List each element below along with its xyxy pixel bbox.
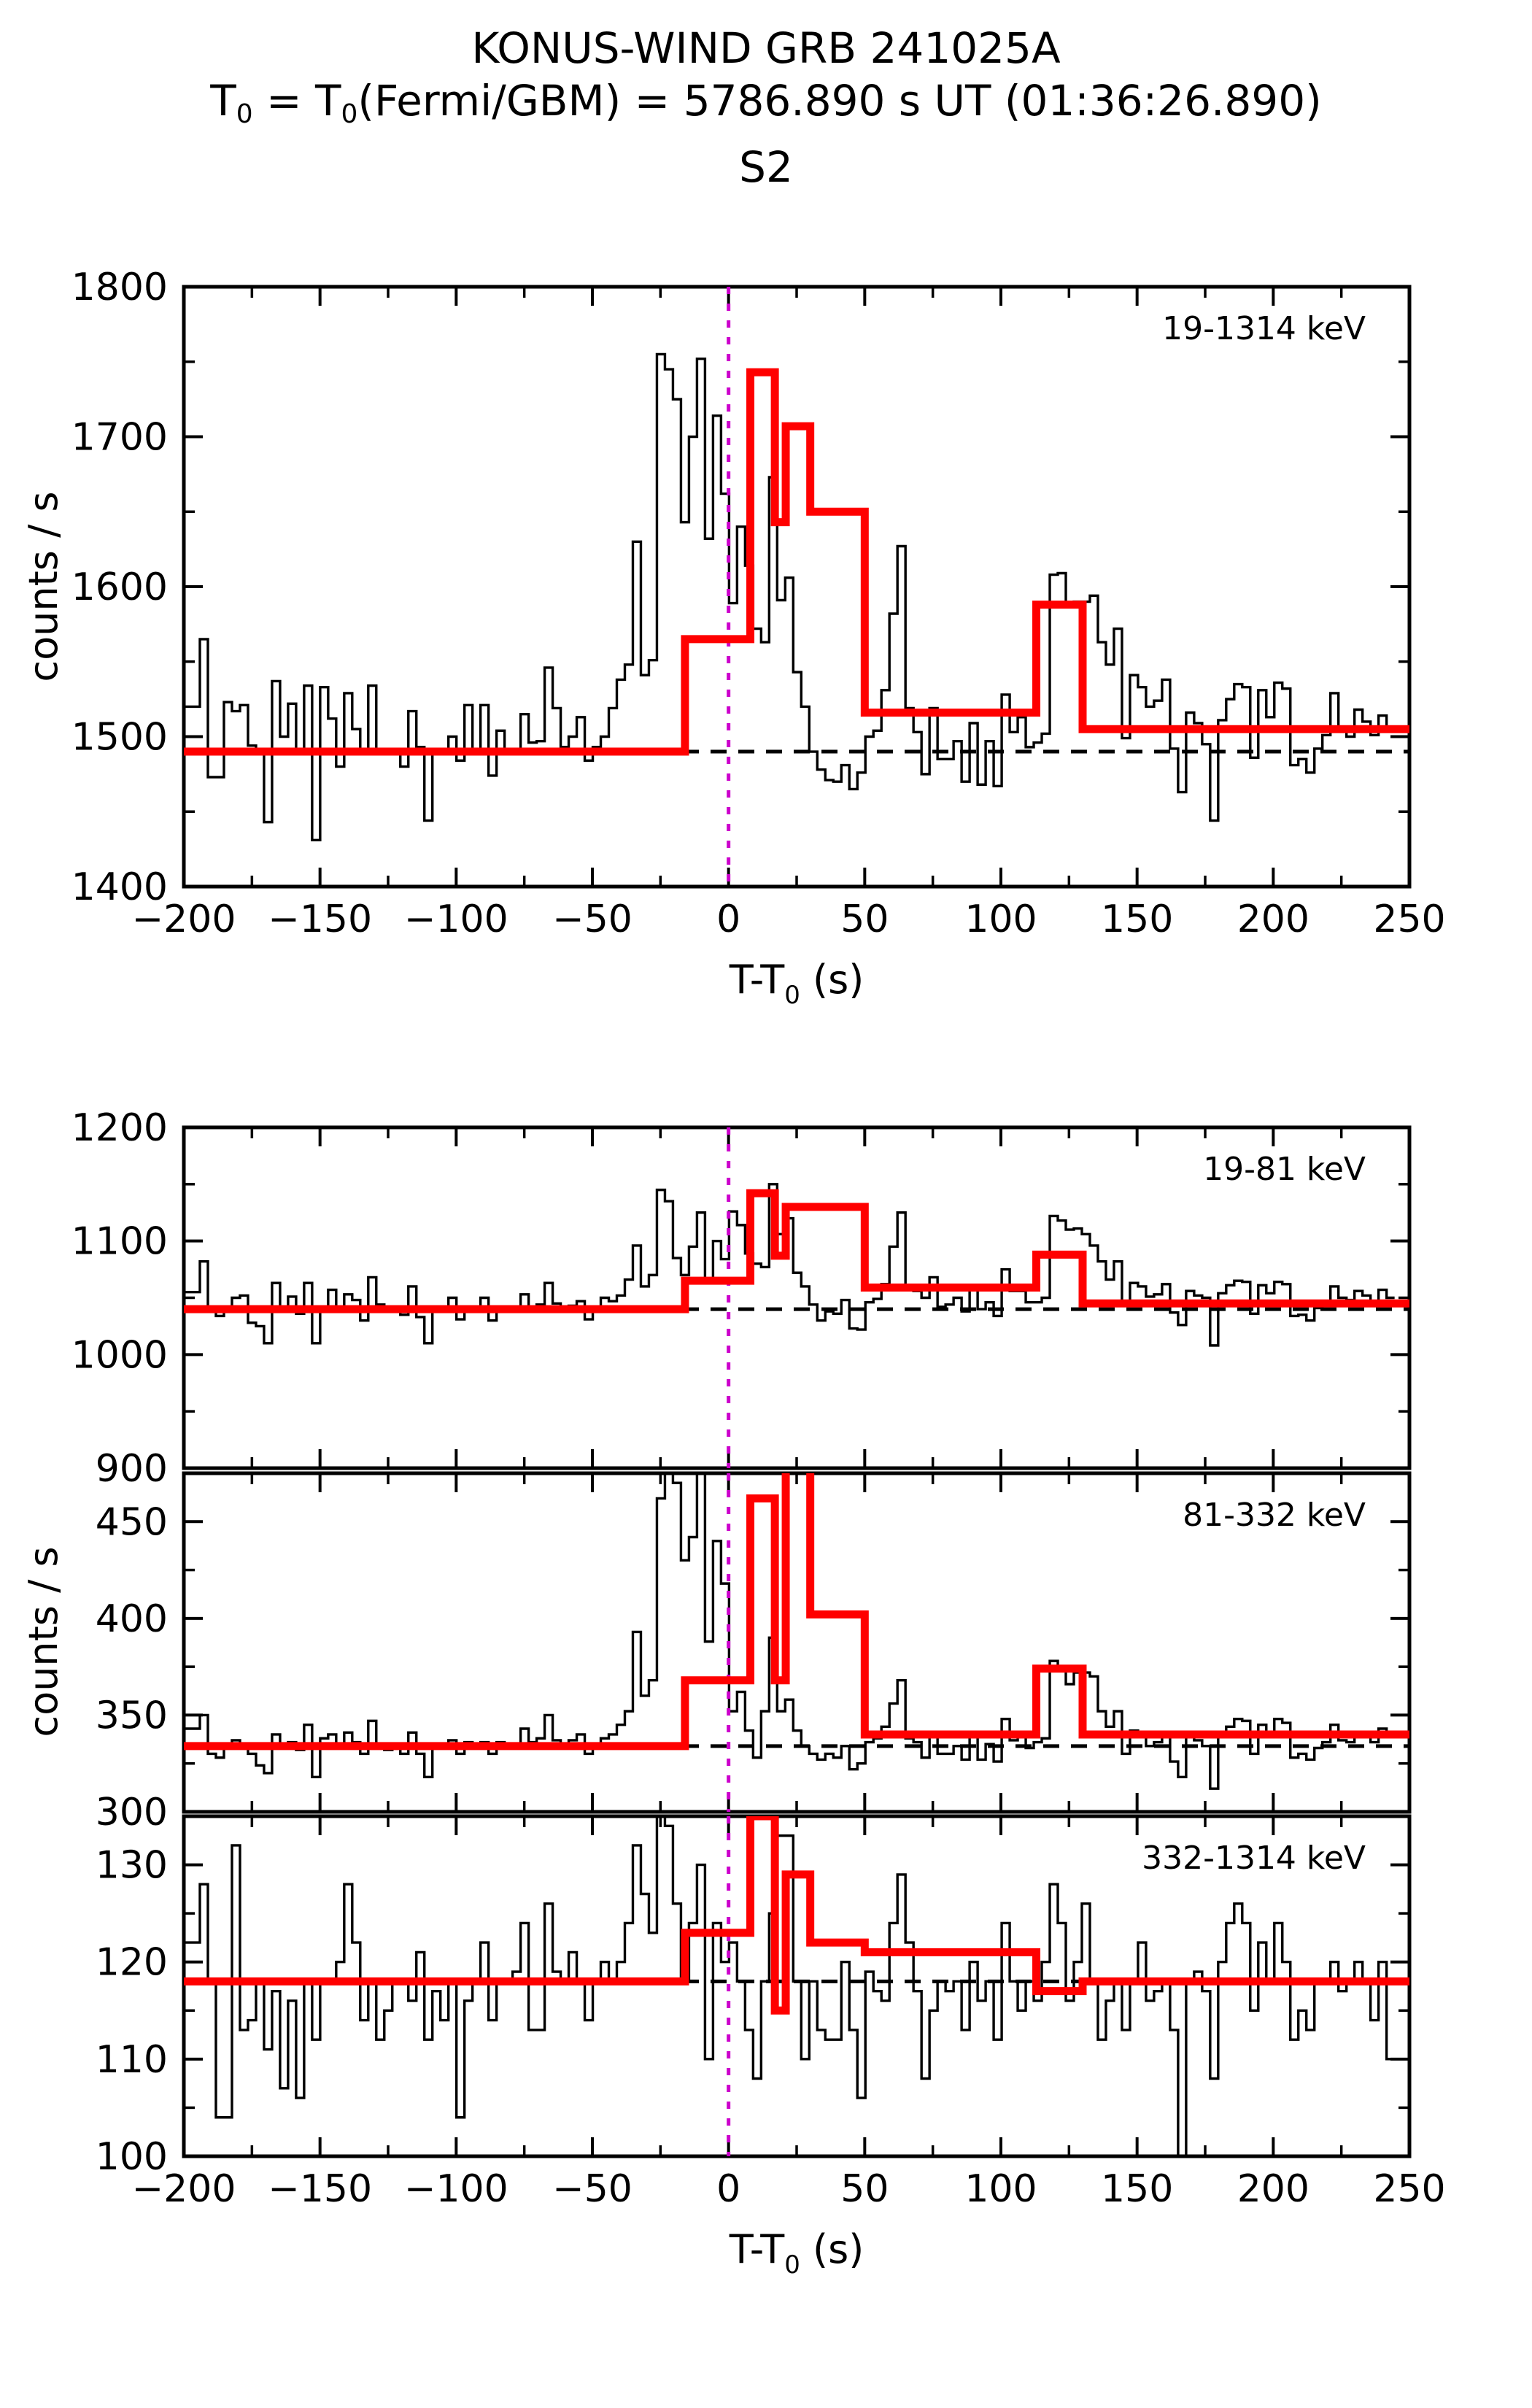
panel-g3-fit-step	[184, 1816, 1409, 2015]
panel-g3-xtick-label: 50	[840, 2167, 889, 2211]
panel-g3-data-area	[184, 1816, 1409, 2156]
panel-g2-ytick-label: 450	[96, 1500, 168, 1544]
panel-g3-xtick-labels: −200 −150 −100 −50 0 50 100 150 200 250	[132, 2167, 1446, 2211]
panel-total-xtick-label: −150	[268, 898, 372, 941]
panel-g3-xtick-label: −150	[268, 2167, 372, 2211]
panel-g3-ytick-label: 110	[96, 2038, 168, 2082]
panel-g3: 100 110 120 130 332-1314 keV	[96, 1814, 1412, 2179]
yaxis-title-top-text: counts / s	[20, 491, 66, 682]
title-t0-sub-1: 0	[236, 99, 253, 130]
panel-total-ytick-label: 1500	[71, 716, 168, 760]
panel-g1-ytick-label: 1000	[71, 1333, 168, 1377]
panel-total-xtick-labels: −200 −150 −100 −50 0 50 100 150 200 250	[132, 898, 1446, 941]
xaxis-title-top: T-T0 (s)	[729, 957, 864, 1010]
panel-g3-xtick-label: −200	[132, 2167, 236, 2211]
title-t0-mid: = T	[252, 76, 341, 126]
panel-g2: 300 350 400 450 81-332 keV	[96, 1471, 1412, 1834]
panel-total-fit-step	[184, 368, 1409, 756]
title-t0-sub-2: 0	[341, 99, 358, 130]
panel-g1: 900 1000 1100 1200 19-81 keV	[71, 1106, 1412, 1491]
panel-g1-band-label: 19-81 keV	[1203, 1151, 1366, 1188]
panel-total-xtick-label: −200	[132, 898, 236, 941]
panel-g1-data-area	[184, 1127, 1409, 1468]
panel-g3-ytick-label: 130	[96, 1844, 168, 1888]
panel-g3-xtick-label: −50	[552, 2167, 632, 2211]
panel-total-ytick-label: 1400	[71, 865, 168, 909]
figure-title-block: KONUS-WIND GRB 241025A T0 = T0(Fermi/GBM…	[0, 22, 1532, 193]
panel-g3-xtick-label: 0	[716, 2167, 740, 2211]
panel-total-xtick-label: 250	[1373, 898, 1445, 941]
panel-g1-ytick-label: 1200	[71, 1106, 168, 1150]
panel-g3-xtick-label: 200	[1237, 2167, 1309, 2211]
title-t0-value: (Fermi/GBM) = 5786.890 s UT (01:36:26.89…	[357, 76, 1322, 126]
title-line-1: KONUS-WIND GRB 241025A	[471, 23, 1061, 73]
panel-total: 1400 1500 1600 1700 1800 19-1314 keV	[71, 266, 1412, 909]
yaxis-title-top: counts / s	[20, 491, 66, 682]
xaxis-title-bottom-text: T-T0 (s)	[729, 2226, 864, 2280]
panel-g3-ytick-label: 100	[96, 2135, 168, 2179]
panel-g3-band-label: 332-1314 keV	[1142, 1840, 1366, 1877]
yaxis-title-bottom-text: counts / s	[20, 1546, 66, 1737]
title-line-3: S2	[739, 142, 793, 193]
panel-g3-xtick-label: 100	[964, 2167, 1037, 2211]
panel-g2-ytick-label: 350	[96, 1694, 168, 1737]
panel-total-ytick-label: 1600	[71, 566, 168, 609]
panel-total-xtick-label: 150	[1101, 898, 1173, 941]
xaxis-title-top-text: T-T0 (s)	[729, 957, 864, 1010]
panel-g3-xtick-label: −100	[404, 2167, 508, 2211]
panel-total-xtick-label: −100	[404, 898, 508, 941]
panel-g1-fit-step	[184, 1189, 1409, 1313]
panel-total-data-area	[184, 287, 1409, 887]
panel-total-band-label: 19-1314 keV	[1162, 310, 1366, 347]
title-line-2: T0 = T0(Fermi/GBM) = 5786.890 s UT (01:3…	[0, 74, 1532, 141]
title-t0-prefix: T	[210, 76, 236, 126]
xaxis-title-bottom: T-T0 (s)	[729, 2226, 864, 2280]
panel-total-xtick-label: 200	[1237, 898, 1309, 941]
panel-g1-ytick-label: 1100	[71, 1220, 168, 1264]
panel-g2-ytick-label: 400	[96, 1597, 168, 1641]
panel-g2-data-area	[184, 1473, 1409, 1812]
panel-total-ytick-label: 1800	[71, 266, 168, 309]
panel-g2-ytick-label: 300	[96, 1791, 168, 1834]
panel-g2-fit-step	[184, 1473, 1409, 1751]
yaxis-title-bottom: counts / s	[20, 1546, 66, 1737]
panel-g1-ytick-label: 900	[96, 1447, 168, 1491]
panel-total-xtick-label: −50	[552, 898, 632, 941]
panel-total-frame	[182, 285, 1412, 889]
panel-g3-ytick-label: 120	[96, 1941, 168, 1985]
panel-total-ytick-label: 1700	[71, 416, 168, 460]
panel-total-xtick-label: 50	[840, 898, 889, 941]
panel-g3-xtick-label: 150	[1101, 2167, 1173, 2211]
panel-g2-band-label: 81-332 keV	[1183, 1497, 1366, 1534]
panel-total-xtick-label: 100	[964, 898, 1037, 941]
panel-total-xtick-label: 0	[716, 898, 740, 941]
panel-g3-xtick-label: 250	[1373, 2167, 1445, 2211]
